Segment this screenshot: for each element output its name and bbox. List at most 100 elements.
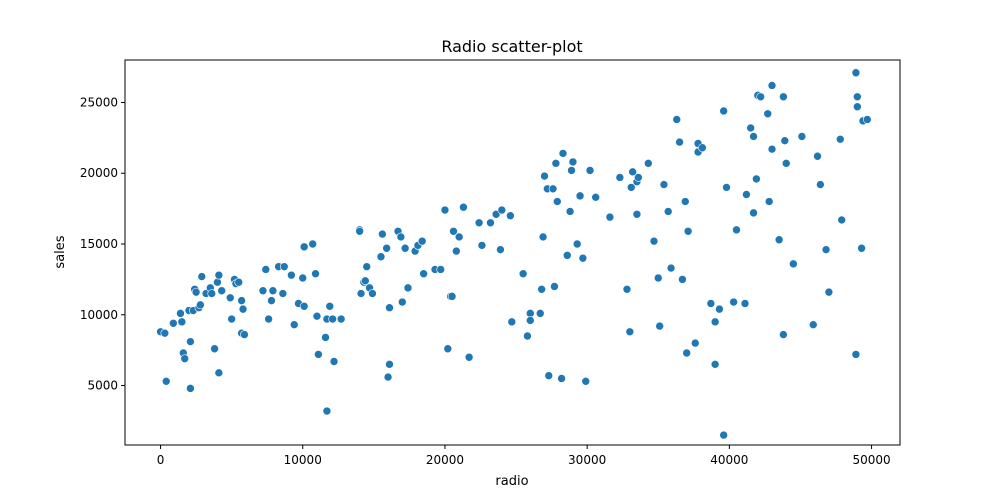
data-point xyxy=(496,245,505,254)
data-point xyxy=(767,144,777,154)
data-point xyxy=(160,328,170,338)
x-tick-label: 40000 xyxy=(710,453,748,467)
data-point xyxy=(258,286,268,296)
data-point xyxy=(764,197,774,206)
data-point xyxy=(447,292,457,301)
data-point xyxy=(680,197,690,206)
data-point xyxy=(578,253,588,263)
data-point xyxy=(752,174,761,184)
data-point xyxy=(749,208,758,218)
data-point xyxy=(403,283,413,293)
data-point xyxy=(816,180,825,189)
chart-title: Radio scatter-plot xyxy=(441,37,582,56)
data-point xyxy=(214,270,224,280)
x-axis-label: radio xyxy=(495,474,528,489)
data-point xyxy=(851,350,861,359)
data-point xyxy=(719,430,728,440)
data-point xyxy=(322,406,332,416)
data-point xyxy=(268,286,278,296)
y-axis-label: sales xyxy=(53,235,68,268)
data-point xyxy=(675,137,684,147)
data-point xyxy=(518,269,528,279)
x-tick-label: 20000 xyxy=(426,453,464,467)
data-point xyxy=(459,202,468,212)
data-point xyxy=(659,180,669,189)
data-point xyxy=(261,265,271,274)
x-tick-label: 0 xyxy=(157,453,165,467)
data-point xyxy=(443,344,453,354)
data-point xyxy=(706,299,716,308)
data-point xyxy=(857,243,866,253)
data-point xyxy=(558,149,568,158)
y-tick-label: 25000 xyxy=(80,95,118,109)
data-point xyxy=(197,272,207,281)
data-point xyxy=(710,360,720,369)
data-point xyxy=(837,215,846,225)
data-point xyxy=(378,229,387,239)
data-point xyxy=(161,377,171,386)
data-point xyxy=(655,321,664,331)
data-point xyxy=(663,207,673,216)
data-point xyxy=(362,262,372,271)
data-point xyxy=(581,377,591,386)
data-point xyxy=(299,242,309,252)
data-point xyxy=(729,297,738,307)
data-point xyxy=(779,330,788,339)
data-point xyxy=(585,166,595,175)
data-point xyxy=(299,301,309,311)
data-point xyxy=(682,348,691,358)
data-point xyxy=(789,259,798,269)
data-point xyxy=(474,218,484,228)
data-point xyxy=(264,314,273,324)
data-point xyxy=(287,270,296,280)
data-point xyxy=(176,309,185,318)
data-point xyxy=(774,235,784,245)
data-point xyxy=(568,157,578,167)
data-point xyxy=(862,115,872,124)
data-point xyxy=(336,314,346,324)
data-point xyxy=(575,191,585,201)
data-point xyxy=(196,300,205,310)
data-point xyxy=(808,320,818,329)
data-point xyxy=(605,212,615,222)
data-point xyxy=(214,368,224,378)
data-point xyxy=(615,173,625,182)
data-point xyxy=(523,331,532,341)
y-tick-label: 10000 xyxy=(80,308,118,322)
data-point xyxy=(507,317,517,327)
data-point xyxy=(385,360,394,369)
plot-frame xyxy=(124,59,901,446)
data-point xyxy=(548,184,558,194)
data-point xyxy=(749,132,758,141)
data-point xyxy=(238,304,248,314)
data-point xyxy=(312,311,322,321)
data-point xyxy=(177,317,187,327)
data-point xyxy=(678,275,687,284)
data-point xyxy=(821,245,831,254)
x-tick-label: 50000 xyxy=(852,453,890,467)
data-point xyxy=(591,192,600,202)
data-point xyxy=(562,251,572,260)
data-point xyxy=(355,226,364,236)
data-points xyxy=(156,68,872,440)
data-point xyxy=(207,289,217,298)
data-point xyxy=(397,297,407,307)
data-point xyxy=(567,166,576,175)
data-point xyxy=(383,372,393,382)
data-point xyxy=(491,209,501,219)
data-point xyxy=(666,263,676,273)
data-point xyxy=(191,287,201,297)
data-point xyxy=(540,171,549,181)
data-point xyxy=(213,277,222,287)
data-point xyxy=(710,317,720,327)
data-point xyxy=(544,371,554,380)
data-point xyxy=(440,205,450,215)
data-point xyxy=(436,265,445,274)
y-tick-label: 15000 xyxy=(80,237,118,251)
data-point xyxy=(419,269,428,279)
data-point xyxy=(649,236,659,246)
data-point xyxy=(552,197,562,206)
data-point xyxy=(217,286,226,296)
